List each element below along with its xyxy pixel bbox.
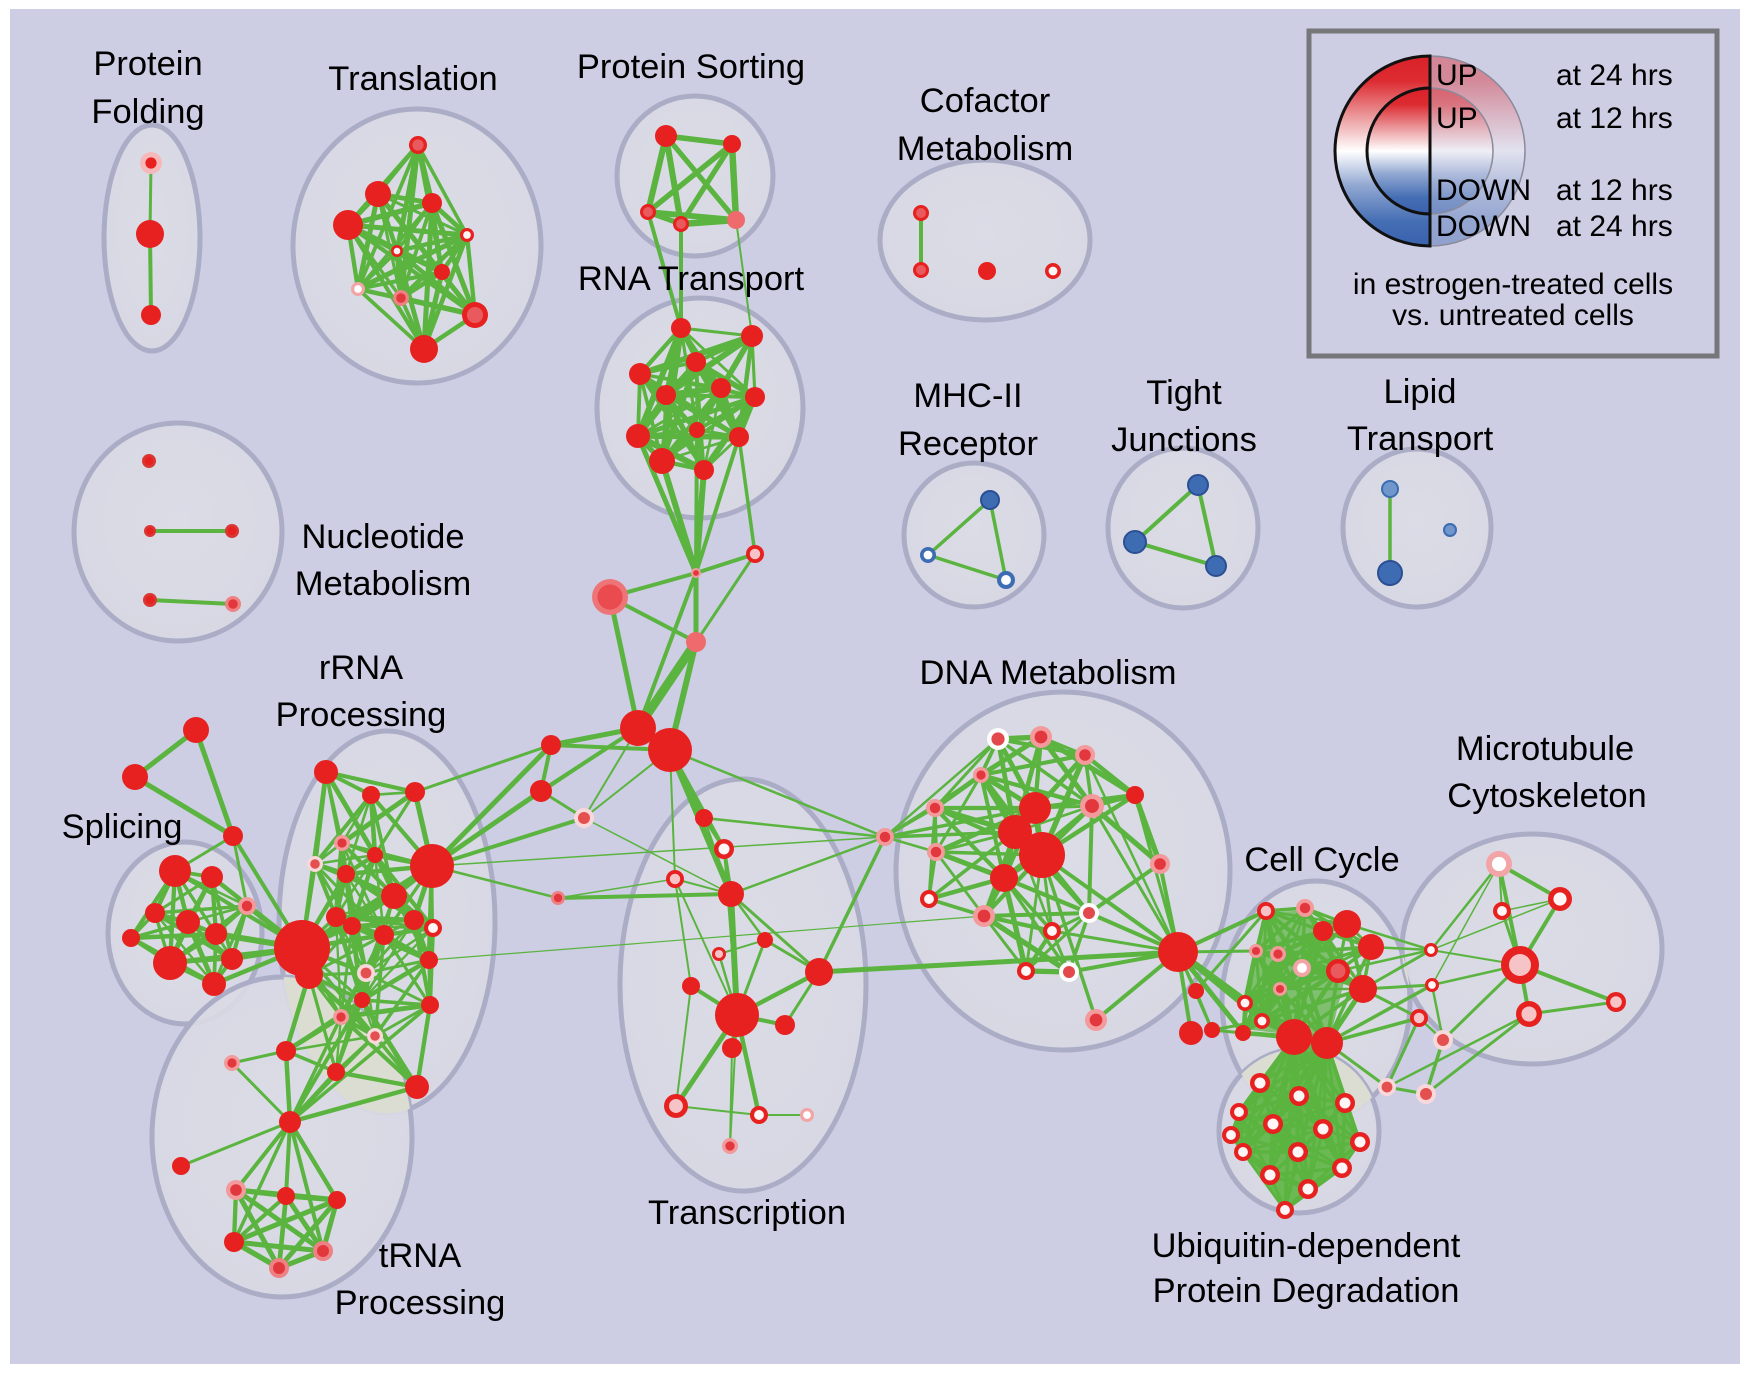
svg-text:Transport: Transport [1347,420,1494,458]
svg-text:Tight: Tight [1146,374,1222,412]
svg-text:Folding: Folding [91,93,204,131]
svg-text:tRNA: tRNA [379,1237,461,1275]
svg-text:DOWN: DOWN [1436,210,1531,243]
svg-text:Ubiquitin-dependent: Ubiquitin-dependent [1152,1227,1461,1265]
svg-text:vs. untreated cells: vs. untreated cells [1392,299,1634,332]
svg-text:Protein Degradation: Protein Degradation [1153,1272,1460,1310]
svg-text:Lipid: Lipid [1384,373,1457,411]
svg-text:Cytoskeleton: Cytoskeleton [1447,777,1646,815]
svg-text:Transcription: Transcription [648,1194,846,1232]
svg-text:Metabolism: Metabolism [295,565,471,603]
svg-text:Cofactor: Cofactor [920,82,1050,120]
svg-text:Junctions: Junctions [1111,421,1257,459]
svg-text:at 12 hrs: at 12 hrs [1556,174,1673,207]
svg-text:at 24 hrs: at 24 hrs [1556,210,1673,243]
svg-text:in estrogen-treated cells: in estrogen-treated cells [1353,268,1673,301]
svg-text:MHC-II: MHC-II [913,377,1022,415]
svg-text:UP: UP [1436,102,1478,135]
svg-text:Receptor: Receptor [898,425,1038,463]
svg-text:DNA Metabolism: DNA Metabolism [920,654,1177,692]
svg-text:Splicing: Splicing [62,808,183,846]
svg-text:DOWN: DOWN [1436,174,1531,207]
svg-text:Processing: Processing [335,1284,506,1322]
svg-text:Protein: Protein [93,45,202,83]
svg-text:at 24 hrs: at 24 hrs [1556,59,1673,92]
svg-text:Protein Sorting: Protein Sorting [577,48,805,86]
svg-text:Metabolism: Metabolism [897,130,1073,168]
svg-text:Microtubule: Microtubule [1456,730,1634,768]
svg-text:UP: UP [1436,59,1478,92]
svg-text:RNA Transport: RNA Transport [578,260,805,298]
svg-text:Processing: Processing [276,696,447,734]
svg-text:Cell Cycle: Cell Cycle [1244,841,1399,879]
svg-text:rRNA: rRNA [319,649,403,687]
svg-text:at 12 hrs: at 12 hrs [1556,102,1673,135]
svg-text:Translation: Translation [328,60,497,98]
svg-text:Nucleotide: Nucleotide [301,518,464,556]
